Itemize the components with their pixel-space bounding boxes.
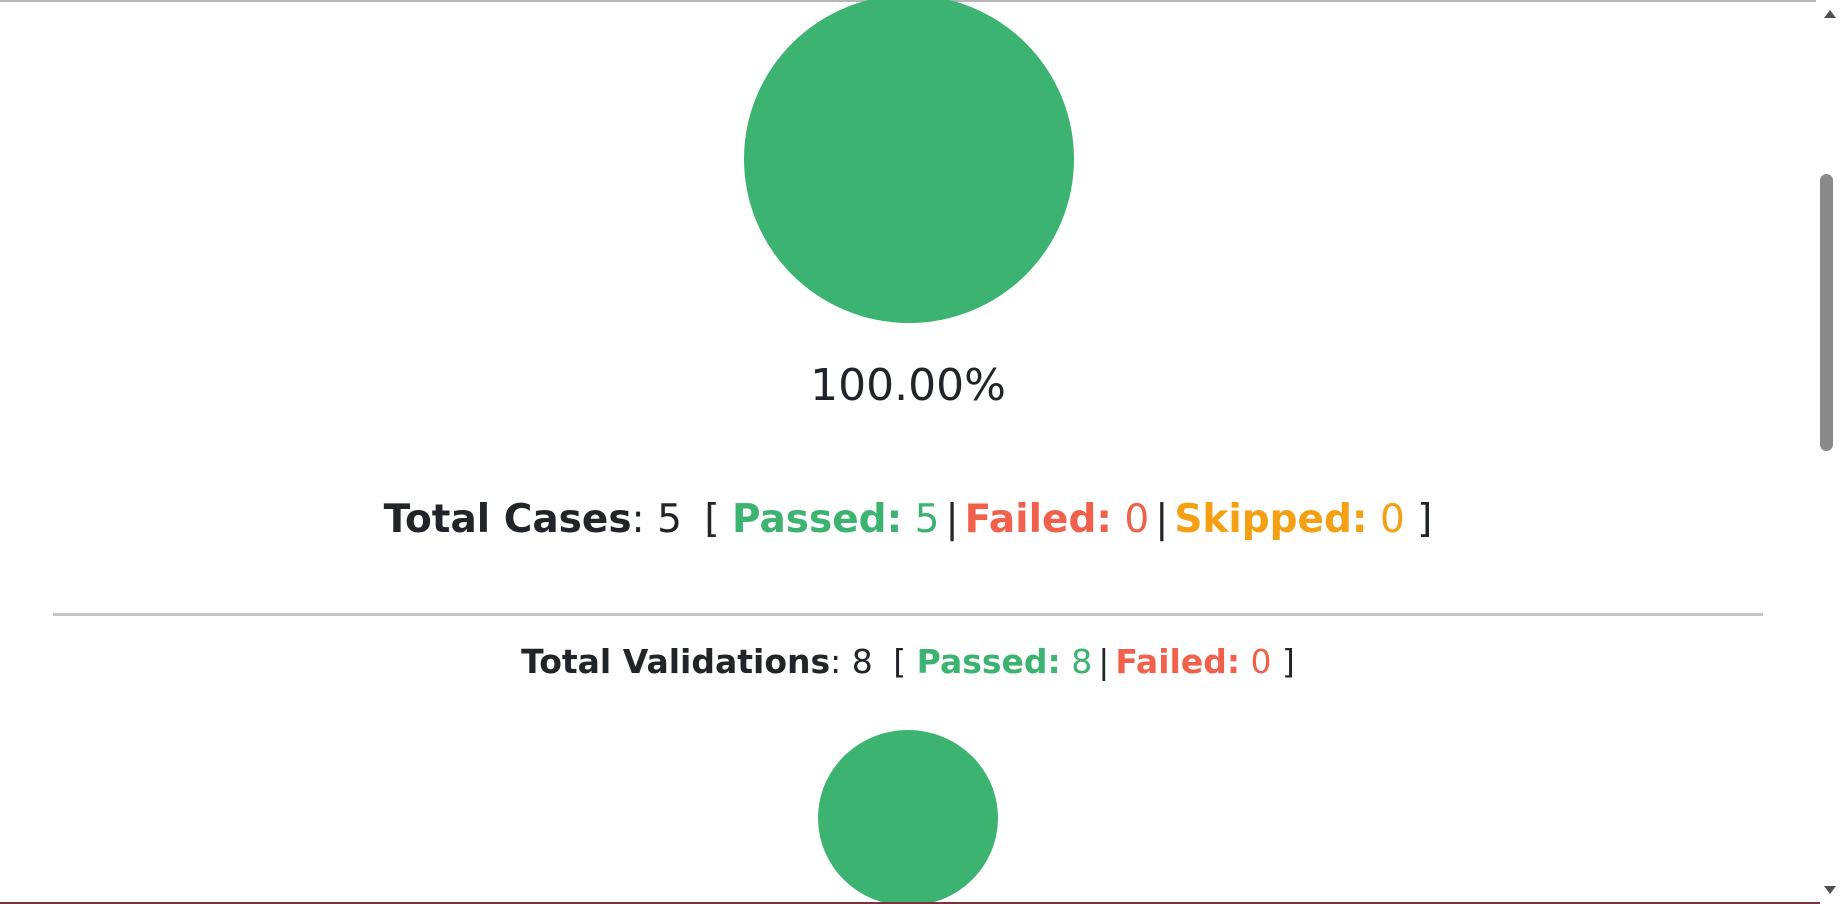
cases-pie-passed-slice	[744, 0, 1074, 323]
total-validations-summary: Total Validations: 8 [ Passed: 8 | Failed:…	[0, 640, 1816, 684]
colon: :	[631, 497, 658, 542]
colon: :	[830, 642, 852, 681]
validations-passed-value: 8	[1071, 642, 1093, 681]
cases-failed-label: Failed:	[964, 497, 1112, 542]
separator: |	[945, 497, 959, 542]
total-validations-label: Total Validations	[521, 642, 831, 681]
validations-failed-label: Failed:	[1115, 642, 1241, 681]
total-cases-label: Total Cases	[383, 497, 632, 542]
cases-failed-value: 0	[1124, 497, 1150, 542]
cases-skipped-label: Skipped:	[1174, 497, 1368, 542]
scrollbar-thumb[interactable]	[1820, 174, 1833, 451]
total-validations-value: 8	[851, 642, 873, 681]
section-divider	[53, 613, 1763, 616]
close-bracket: ]	[1404, 497, 1433, 542]
total-cases-value: 5	[657, 497, 682, 542]
scroll-down-arrow-icon[interactable]	[1816, 880, 1843, 900]
validations-failed-value: 0	[1250, 642, 1272, 681]
total-cases-summary: Total Cases: 5 [ Passed: 5 | Failed: 0 | Ski…	[0, 496, 1816, 544]
separator: |	[1098, 642, 1110, 681]
validations-pie-passed-slice	[818, 730, 998, 904]
scroll-up-arrow-icon[interactable]	[1816, 4, 1843, 24]
open-bracket: [	[893, 642, 917, 681]
cases-passed-value: 5	[914, 497, 940, 542]
validations-pie-chart	[818, 730, 998, 904]
cases-passed-label: Passed:	[731, 497, 903, 542]
close-bracket: ]	[1271, 642, 1295, 681]
vertical-scrollbar[interactable]	[1816, 0, 1843, 904]
validations-passed-label: Passed:	[916, 642, 1061, 681]
cases-pie-chart	[744, 0, 1074, 323]
bottom-border	[0, 902, 1820, 904]
cases-pass-percentage: 100.00%	[810, 360, 1006, 411]
open-bracket: [	[704, 497, 732, 542]
separator: |	[1155, 497, 1169, 542]
cases-skipped-value: 0	[1379, 497, 1405, 542]
